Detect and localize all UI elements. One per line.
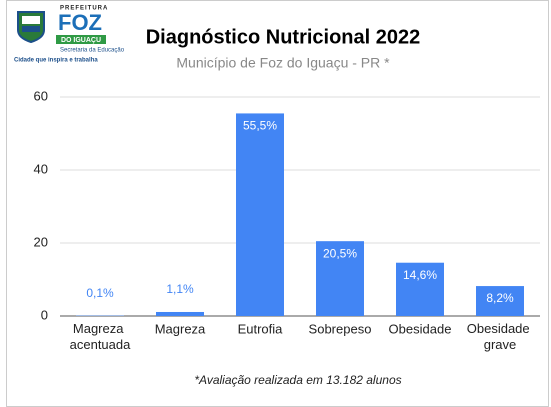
value-label: 1,1%	[166, 282, 194, 296]
y-tick-label: 20	[34, 234, 48, 249]
value-label: 14,6%	[403, 268, 437, 282]
x-tick-label: Sobrepeso	[309, 321, 372, 336]
logo: PREFEITURA FOZ DO IGUAÇU Secretaria da E…	[14, 6, 125, 64]
x-tick-line: acentuada	[70, 337, 131, 352]
chart-title: Diagnóstico Nutricional 2022	[146, 26, 421, 48]
x-tick-line: Obesidade	[467, 321, 534, 336]
x-tick-label: Magreza acentuada	[70, 321, 131, 352]
logo-slogan: Cidade que inspira e trabalha	[14, 58, 98, 64]
crest-band	[22, 16, 40, 24]
x-tick-label: Magreza	[155, 321, 206, 336]
bar	[236, 113, 284, 316]
y-tick-label: 0	[41, 307, 48, 322]
logo-city: DO IGUAÇU	[61, 37, 101, 44]
chart-subtitle: Município de Foz do Iguaçu - PR *	[176, 55, 390, 71]
crest-water	[22, 26, 40, 32]
logo-band	[56, 35, 106, 44]
footnote: *Avaliação realizada em 13.182 alunos	[194, 373, 401, 387]
x-tick-label: Eutrofia	[238, 321, 284, 336]
y-tick-label: 40	[34, 161, 48, 176]
logo-department: Secretaria da Educação	[60, 48, 125, 54]
x-tick-label: Obesidade grave	[467, 321, 534, 352]
y-tick-label: 60	[34, 88, 48, 103]
bar	[156, 311, 204, 316]
x-tick-line: grave	[484, 337, 517, 352]
x-tick-label: Obesidade	[389, 321, 452, 336]
bar	[396, 262, 444, 316]
value-label: 8,2%	[486, 291, 514, 305]
value-label: 0,1%	[86, 286, 114, 300]
value-label: 20,5%	[323, 246, 357, 260]
bar	[316, 241, 364, 316]
x-tick-line: Magreza	[73, 321, 127, 336]
logo-name: FOZ	[58, 10, 102, 35]
logo-top: PREFEITURA	[60, 6, 108, 12]
bar	[476, 286, 524, 316]
value-label: 55,5%	[243, 119, 277, 133]
